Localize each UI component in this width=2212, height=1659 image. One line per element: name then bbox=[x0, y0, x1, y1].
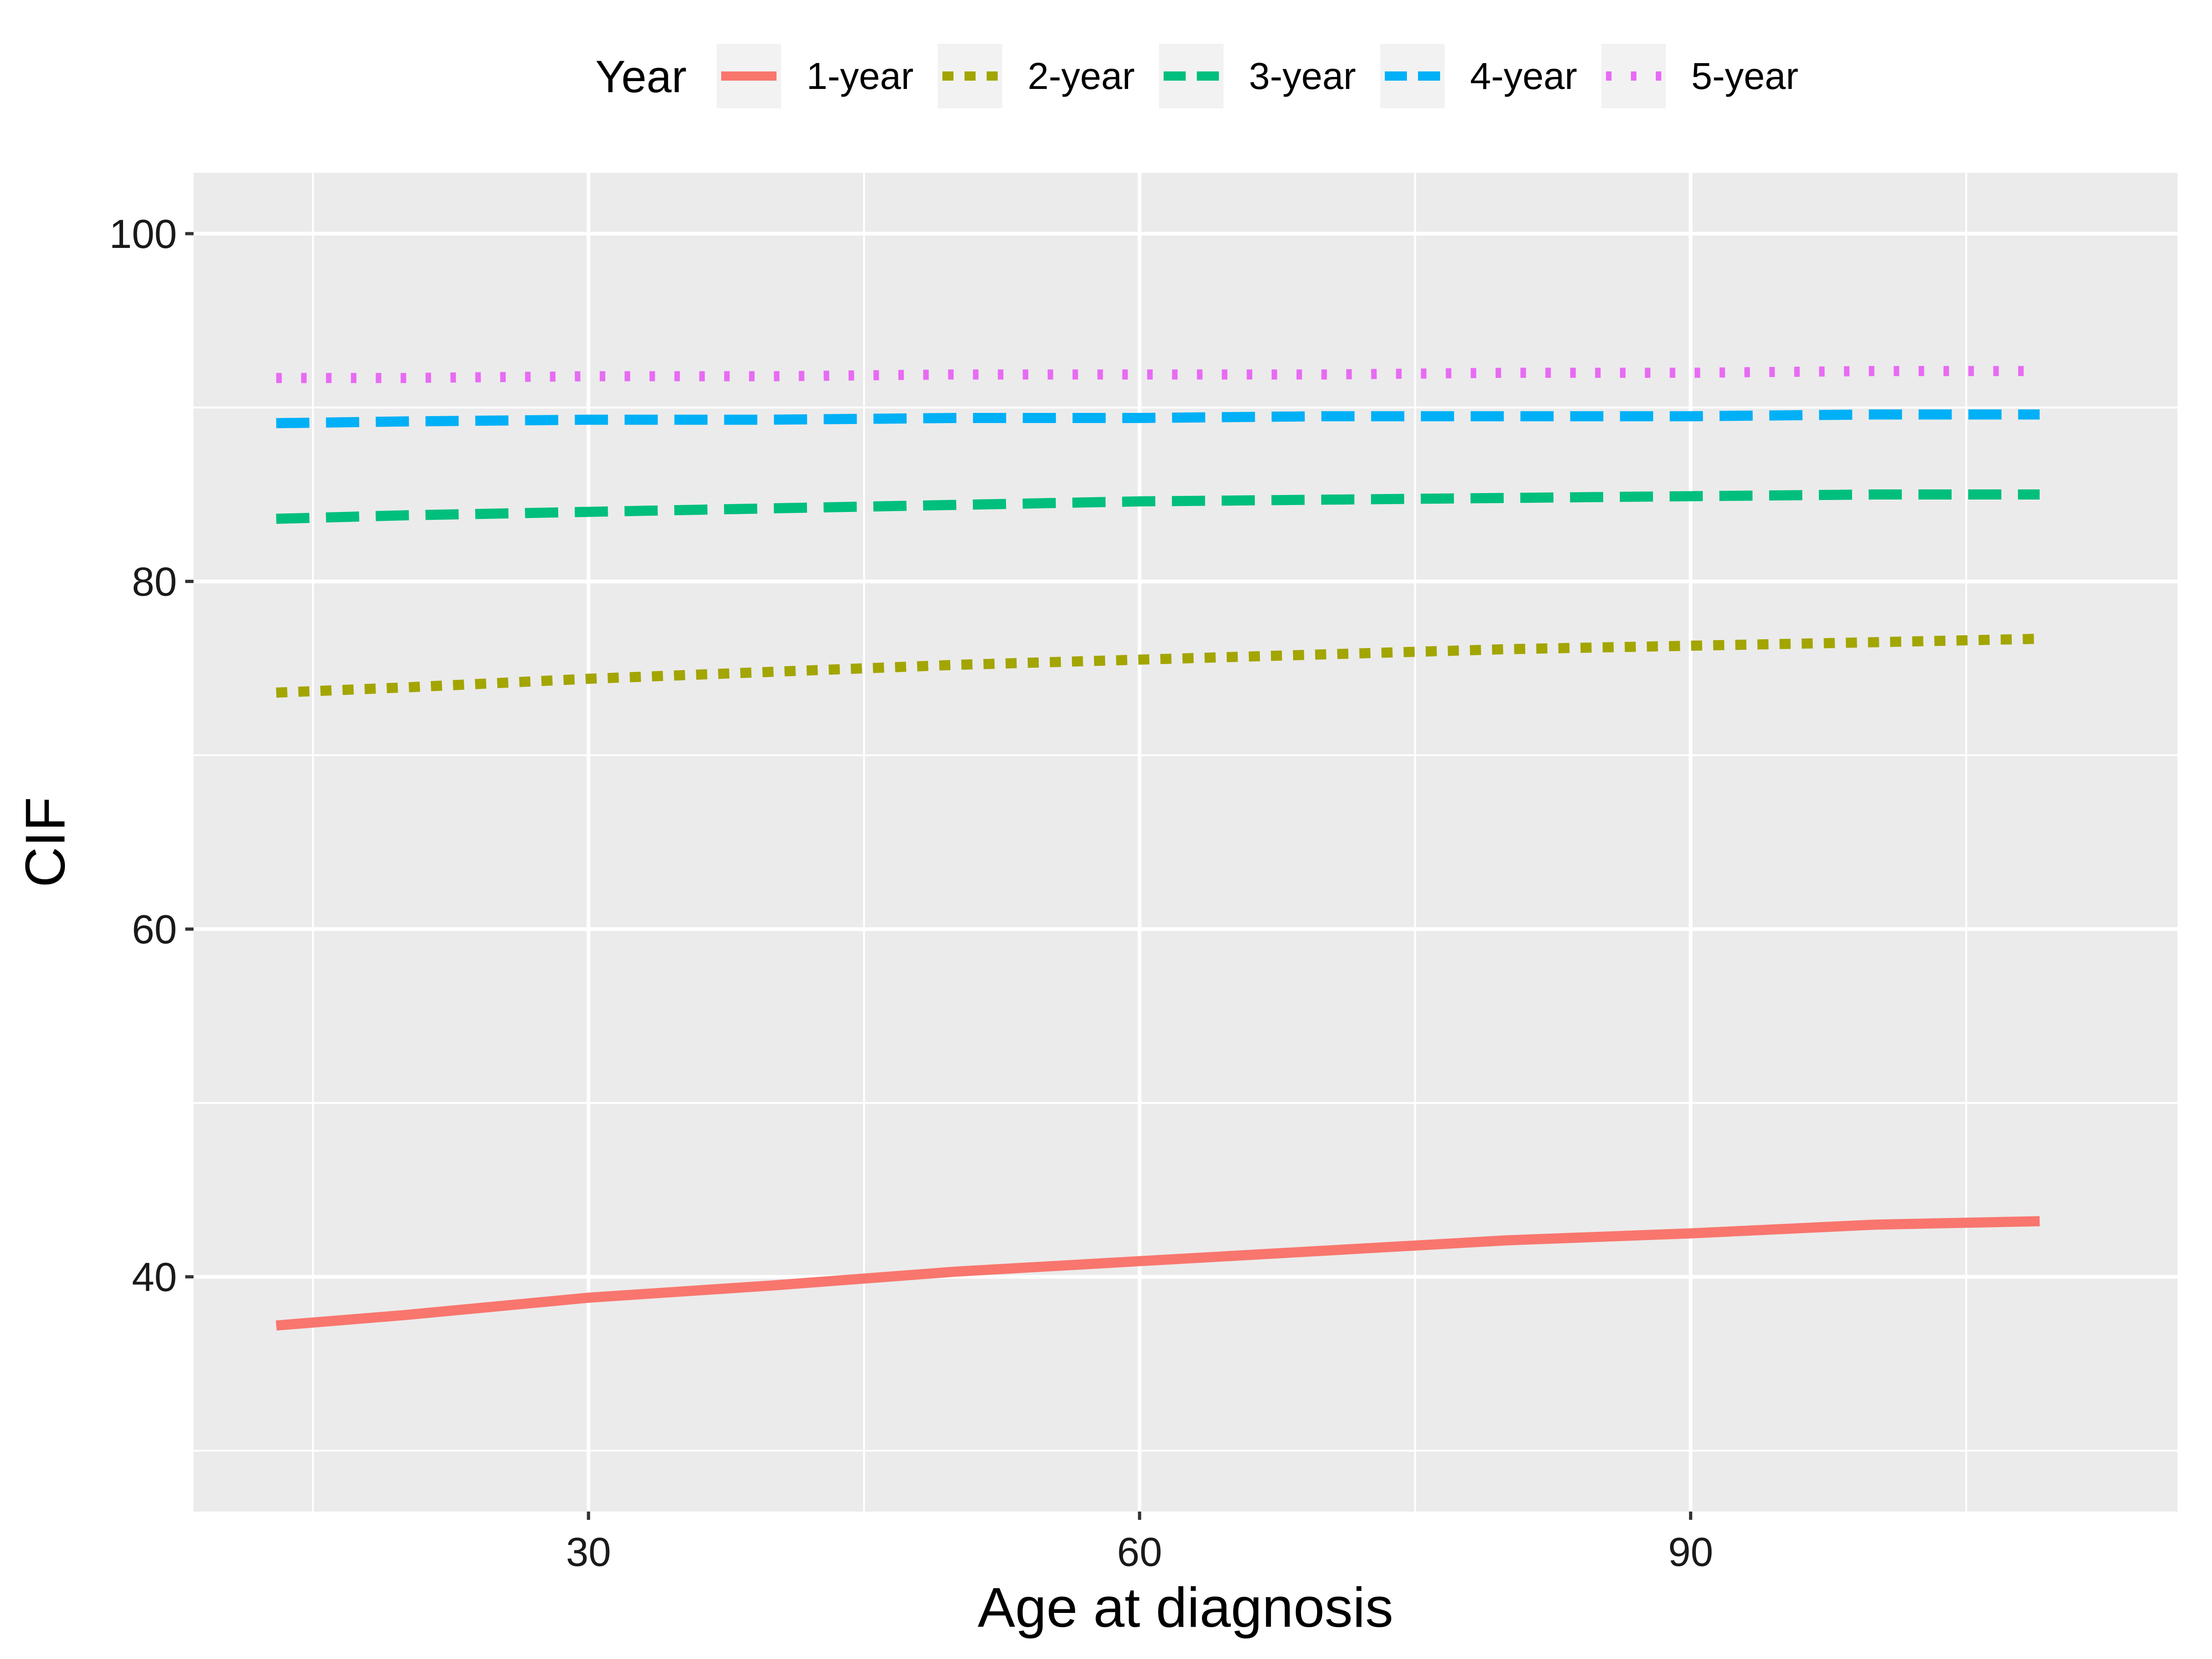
major-gridlines bbox=[194, 173, 2177, 1512]
series-line-4-year bbox=[276, 409, 2040, 429]
x-axis-title: Age at diagnosis bbox=[977, 1576, 1393, 1639]
legend-label-2-year: 2-year bbox=[1028, 55, 1135, 97]
x-tick-label: 90 bbox=[1668, 1529, 1713, 1575]
y-tick-label: 40 bbox=[132, 1254, 177, 1300]
legend-title: Year bbox=[595, 51, 687, 102]
series-line-1-year bbox=[276, 1216, 2040, 1331]
y-tick-label: 100 bbox=[109, 211, 177, 257]
axis-ticks bbox=[185, 232, 1693, 1520]
series-lines bbox=[276, 366, 2040, 1331]
x-tick-label: 60 bbox=[1117, 1529, 1162, 1575]
legend-label-3-year: 3-year bbox=[1249, 55, 1356, 97]
y-axis-title: CIF bbox=[14, 797, 76, 888]
series-line-5-year bbox=[276, 366, 2040, 383]
legend-label-5-year: 5-year bbox=[1691, 55, 1798, 97]
series-line-2-year bbox=[276, 634, 2040, 698]
panel-background bbox=[194, 173, 2177, 1512]
x-tick-label: 30 bbox=[566, 1529, 611, 1575]
minor-gridlines bbox=[194, 173, 2177, 1512]
legend-label-1-year: 1-year bbox=[806, 55, 913, 97]
tick-labels: 30 60 90 40 60 80 100 bbox=[109, 211, 1713, 1575]
legend: Year 1-year 2-year 3-year 4-year 5-year bbox=[595, 44, 1798, 108]
series-line-3-year bbox=[276, 489, 2040, 524]
y-tick-label: 60 bbox=[132, 906, 177, 952]
legend-label-4-year: 4-year bbox=[1470, 55, 1577, 97]
y-tick-label: 80 bbox=[132, 559, 177, 605]
